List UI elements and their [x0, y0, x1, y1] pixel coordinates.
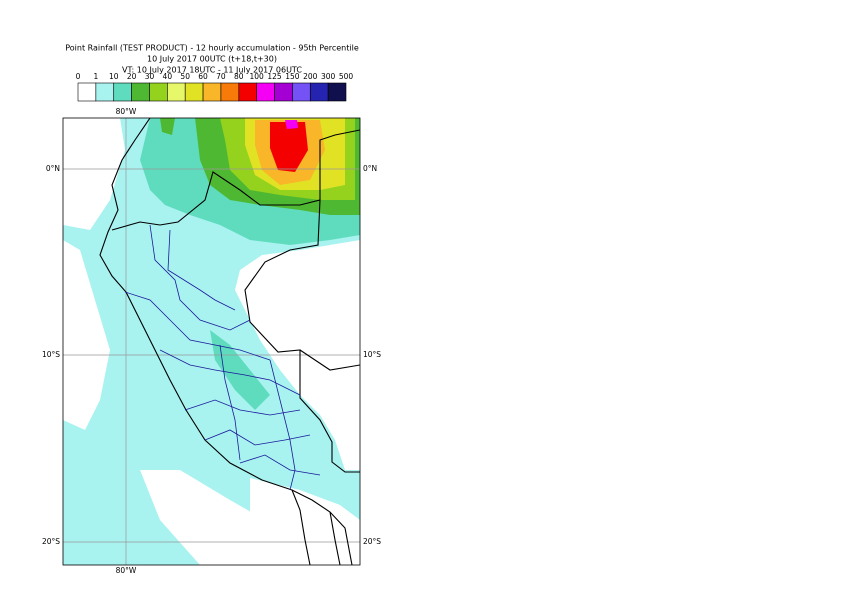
dry-area	[250, 478, 360, 565]
colorbar-label: 150	[285, 72, 300, 81]
border	[299, 349, 360, 371]
colorbar-label: 60	[198, 72, 208, 81]
lat-label: 10°S	[42, 350, 60, 359]
colorbar-box	[256, 82, 275, 102]
colorbar-label: 50	[180, 72, 190, 81]
colorbar-box	[131, 82, 150, 102]
border	[291, 489, 311, 565]
colorbar-label: 40	[163, 72, 173, 81]
colorbar-box	[113, 82, 132, 102]
admin-border	[239, 454, 321, 476]
colorbar-box	[327, 82, 347, 102]
dry-area	[63, 240, 110, 430]
colorbar-label: 30	[145, 72, 155, 81]
coastline	[99, 118, 353, 565]
dry-area	[140, 470, 270, 565]
colorbar-box	[292, 82, 311, 102]
colorbar-box	[309, 82, 329, 102]
rain-field	[285, 120, 298, 129]
colorbar-label: 500	[339, 72, 354, 81]
admin-border	[204, 429, 311, 446]
colorbar-label: 0	[76, 72, 81, 81]
dry-area	[63, 118, 125, 230]
map-frame	[62, 117, 361, 566]
lat-label: 0°N	[46, 164, 60, 173]
colorbar-label: 125	[267, 72, 282, 81]
colorbar-box	[202, 82, 222, 102]
admin-border	[149, 224, 251, 331]
title: Point Rainfall (TEST PRODUCT) - 12 hourl…	[65, 44, 359, 53]
border	[319, 129, 360, 200]
colorbar-box	[184, 82, 204, 102]
admin-border	[269, 359, 296, 491]
colorbar-label: 100	[250, 72, 265, 81]
lon-label: 80°W	[116, 107, 137, 116]
lon-label: 80°W	[116, 566, 137, 575]
admin-border	[184, 399, 301, 416]
colorbar-box	[95, 82, 115, 102]
admin-border	[167, 229, 236, 311]
validity: VT: 10 July 2017 18UTC - 11 July 2017 06…	[122, 66, 302, 75]
colorbar-box	[238, 82, 257, 102]
border	[111, 171, 360, 473]
lat-label: 0°N	[363, 164, 377, 173]
colorbar-label: 20	[127, 72, 137, 81]
rain-field	[270, 122, 308, 172]
colorbar-label: 1	[93, 72, 98, 81]
colorbar-box	[274, 82, 293, 102]
admin-border	[124, 291, 271, 361]
colorbar-box	[167, 82, 186, 102]
colorbar-label: 200	[303, 72, 318, 81]
colorbar-label: 300	[321, 72, 336, 81]
colorbar-box	[149, 82, 168, 102]
colorbar-label: 80	[234, 72, 244, 81]
lat-label: 20°S	[42, 537, 60, 546]
rain-field	[160, 118, 175, 135]
colorbar-label: 70	[216, 72, 226, 81]
lat-label: 10°S	[363, 350, 381, 359]
border	[329, 511, 341, 565]
colorbar-box	[77, 82, 97, 102]
colorbar-box	[220, 82, 240, 102]
rain-field	[210, 330, 270, 410]
lat-label: 20°S	[363, 537, 381, 546]
run-time: 10 July 2017 00UTC (t+18,t+30)	[147, 55, 277, 64]
admin-border	[159, 349, 301, 396]
colorbar-label: 10	[109, 72, 119, 81]
map	[63, 118, 360, 565]
admin-border	[219, 344, 241, 461]
colorbar: 0 1 10 20 30 40 50 60 70 80 100 125 150 200 300 500	[76, 72, 354, 102]
